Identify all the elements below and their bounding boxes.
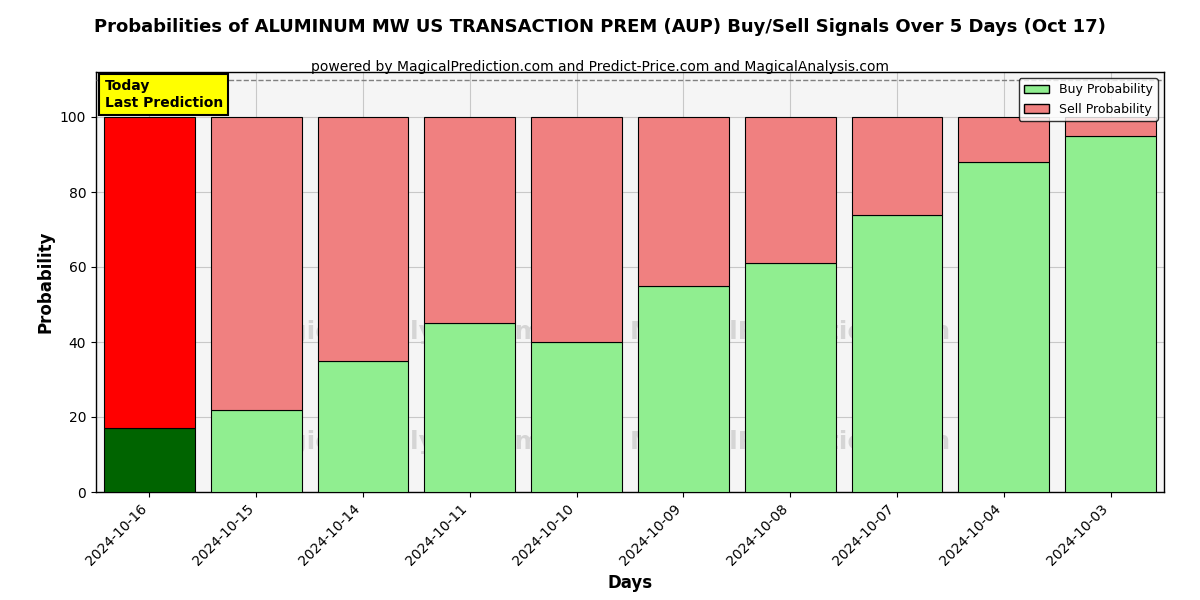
Bar — [852, 214, 942, 492]
Bar — [532, 117, 622, 342]
Text: Probabilities of ALUMINUM MW US TRANSACTION PREM (AUP) Buy/Sell Signals Over 5 D: Probabilities of ALUMINUM MW US TRANSACT… — [94, 18, 1106, 36]
Text: powered by MagicalPrediction.com and Predict-Price.com and MagicalAnalysis.com: powered by MagicalPrediction.com and Pre… — [311, 60, 889, 74]
Text: MagicalAnalysis.com: MagicalAnalysis.com — [248, 320, 542, 344]
Bar — [532, 342, 622, 492]
Legend: Buy Probability, Sell Probability: Buy Probability, Sell Probability — [1019, 78, 1158, 121]
Bar — [318, 361, 408, 492]
Y-axis label: Probability: Probability — [36, 231, 54, 333]
Text: MagicalPrediction.com: MagicalPrediction.com — [630, 320, 950, 344]
Bar — [211, 117, 301, 409]
Bar — [318, 117, 408, 361]
Bar — [745, 117, 835, 263]
Bar — [104, 117, 194, 428]
Bar — [1066, 136, 1156, 492]
Bar — [425, 323, 515, 492]
Bar — [638, 117, 728, 286]
Bar — [638, 286, 728, 492]
Text: Today
Last Prediction: Today Last Prediction — [104, 79, 223, 110]
Bar — [425, 117, 515, 323]
Bar — [104, 428, 194, 492]
Bar — [745, 263, 835, 492]
Text: MagicalPrediction.com: MagicalPrediction.com — [630, 430, 950, 454]
X-axis label: Days: Days — [607, 574, 653, 592]
Bar — [959, 117, 1049, 162]
Bar — [211, 409, 301, 492]
Bar — [1066, 117, 1156, 136]
Bar — [852, 117, 942, 214]
Text: MagicalAnalysis.com: MagicalAnalysis.com — [248, 430, 542, 454]
Bar — [959, 162, 1049, 492]
